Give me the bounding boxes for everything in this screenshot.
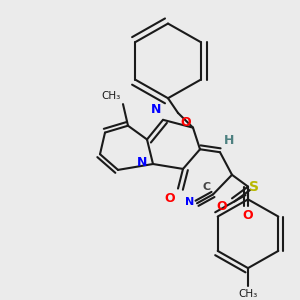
Text: O: O [216,200,227,213]
Text: H: H [224,134,234,147]
Text: O: O [180,116,190,129]
Text: CH₃: CH₃ [102,91,121,101]
Text: O: O [164,191,175,205]
Text: N: N [151,103,161,116]
Text: N: N [185,197,194,207]
Text: CH₃: CH₃ [238,289,258,299]
Text: O: O [243,209,253,222]
Text: N: N [136,155,147,169]
Text: C: C [203,182,211,193]
Text: S: S [249,180,259,194]
